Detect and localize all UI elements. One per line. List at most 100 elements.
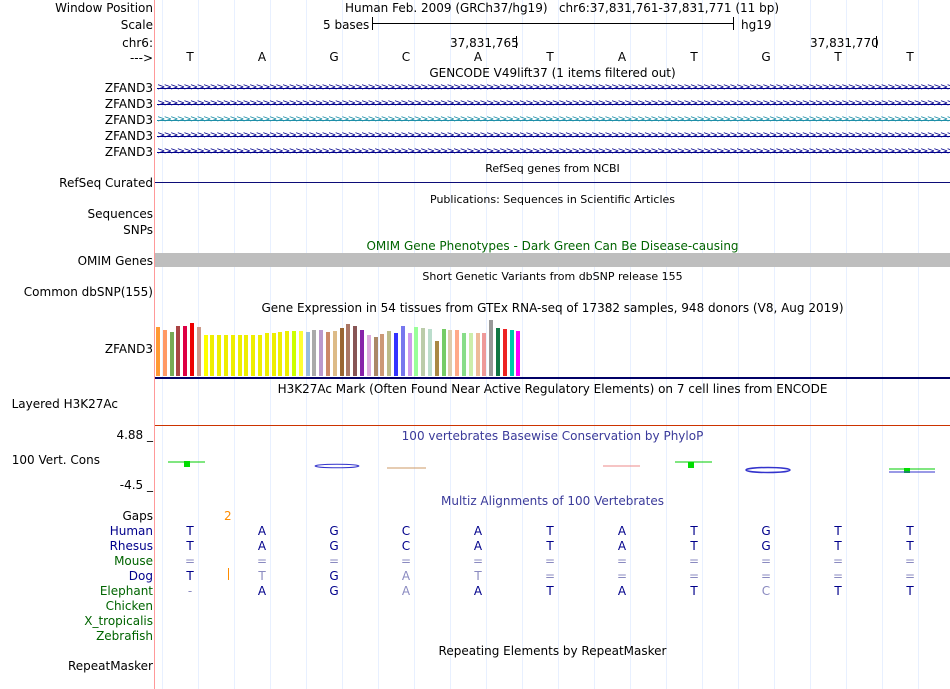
gtex-tissue-bar[interactable] bbox=[380, 334, 385, 376]
gtex-tissue-bar[interactable] bbox=[305, 332, 310, 376]
gencode-track-label-1[interactable]: ZFAND3 bbox=[104, 81, 153, 95]
gtex-bar-chart[interactable] bbox=[155, 318, 950, 378]
gtex-tissue-bar[interactable] bbox=[434, 341, 439, 376]
gtex-tissue-bar[interactable] bbox=[346, 324, 351, 376]
gtex-tissue-bar[interactable] bbox=[482, 333, 487, 376]
gtex-tissue-bar[interactable] bbox=[516, 331, 521, 376]
gtex-tissue-bar[interactable] bbox=[230, 335, 235, 376]
gtex-tissue-bar[interactable] bbox=[190, 323, 194, 376]
gtex-tissue-bar[interactable] bbox=[475, 333, 480, 376]
gtex-tissue-bar[interactable] bbox=[271, 333, 276, 376]
gencode-transcript-1[interactable]: >>>>>>>>>>>>>>>>>>>>>>>>>>>>>>>>>>>>>>>>… bbox=[157, 81, 950, 95]
gtex-tissue-bar[interactable] bbox=[203, 335, 208, 376]
gencode-transcript-5[interactable]: >>>>>>>>>>>>>>>>>>>>>>>>>>>>>>>>>>>>>>>>… bbox=[157, 145, 950, 159]
gtex-tissue-bar[interactable] bbox=[210, 335, 215, 376]
gtex-tissue-bar[interactable] bbox=[360, 330, 364, 376]
gtex-tissue-bar[interactable] bbox=[441, 329, 446, 376]
alignment-base: = bbox=[760, 569, 772, 583]
gtex-tissue-bar[interactable] bbox=[264, 333, 269, 376]
gtex-tissue-bar[interactable] bbox=[339, 328, 344, 376]
gencode-track-label-2[interactable]: ZFAND3 bbox=[104, 97, 153, 111]
alignment-base: C bbox=[401, 539, 411, 553]
gtex-tissue-bar[interactable] bbox=[312, 330, 317, 376]
refseq-label[interactable]: RefSeq Curated bbox=[59, 176, 153, 190]
species-label-elephant[interactable]: Elephant bbox=[99, 584, 153, 598]
gtex-tissue-bar[interactable] bbox=[400, 326, 405, 376]
gtex-tissue-bar[interactable] bbox=[278, 332, 283, 376]
gtex-tissue-bar[interactable] bbox=[502, 329, 507, 376]
gtex-tissue-bar[interactable] bbox=[251, 335, 256, 376]
gtex-tissue-bar[interactable] bbox=[183, 326, 188, 376]
alignment-base: = bbox=[328, 554, 340, 568]
species-label-mouse[interactable]: Mouse bbox=[114, 554, 153, 568]
gtex-tissue-bar[interactable] bbox=[162, 330, 167, 376]
gtex-tissue-bar[interactable] bbox=[366, 335, 371, 376]
gtex-tissue-bar[interactable] bbox=[421, 328, 426, 376]
gtex-tissue-bar[interactable] bbox=[387, 331, 392, 376]
omim-gene-bar[interactable] bbox=[155, 253, 950, 267]
gtex-title: Gene Expression in 54 tissues from GTEx … bbox=[261, 301, 844, 315]
grid-line bbox=[630, 0, 631, 689]
repeatmasker-label[interactable]: RepeatMasker bbox=[67, 659, 153, 673]
omim-title: OMIM Gene Phenotypes - Dark Green Can Be… bbox=[366, 239, 739, 253]
gencode-track-label-4[interactable]: ZFAND3 bbox=[104, 129, 153, 143]
gtex-tissue-bar[interactable] bbox=[217, 335, 222, 376]
species-label-rhesus[interactable]: Rhesus bbox=[109, 539, 153, 553]
gtex-tissue-bar[interactable] bbox=[326, 332, 330, 376]
phylop-title: 100 vertebrates Basewise Conservation by… bbox=[401, 429, 704, 443]
gtex-tissue-bar[interactable] bbox=[332, 331, 337, 376]
gtex-tissue-bar[interactable] bbox=[298, 331, 303, 376]
gtex-tissue-bar[interactable] bbox=[258, 335, 262, 376]
gtex-tissue-bar[interactable] bbox=[414, 327, 419, 376]
gtex-tissue-bar[interactable] bbox=[428, 329, 432, 376]
gtex-tissue-bar[interactable] bbox=[353, 326, 358, 376]
gtex-tissue-bar[interactable] bbox=[489, 320, 494, 376]
gtex-tissue-bar[interactable] bbox=[394, 333, 398, 376]
species-label-zebrafish[interactable]: Zebrafish bbox=[96, 629, 153, 643]
gtex-tissue-bar[interactable] bbox=[448, 330, 453, 376]
gencode-transcript-4[interactable]: >>>>>>>>>>>>>>>>>>>>>>>>>>>>>>>>>>>>>>>>… bbox=[157, 129, 950, 143]
gtex-label[interactable]: ZFAND3 bbox=[104, 342, 153, 356]
dbsnp-label[interactable]: Common dbSNP(155) bbox=[23, 285, 153, 299]
species-label-human[interactable]: Human bbox=[109, 524, 153, 538]
gtex-tissue-bar[interactable] bbox=[455, 330, 460, 376]
coordinate-2-tick bbox=[876, 36, 877, 48]
h3k27ac-label[interactable]: Layered H3K27Ac bbox=[11, 397, 118, 411]
alignment-base: T bbox=[834, 584, 842, 598]
refseq-gene-line[interactable] bbox=[155, 182, 950, 183]
gencode-transcript-3[interactable]: >>>>>>>>>>>>>>>>>>>>>>>>>>>>>>>>>>>>>>>>… bbox=[157, 113, 950, 127]
phylop-label[interactable]: 100 Vert. Cons bbox=[11, 453, 100, 467]
gtex-tissue-bar[interactable] bbox=[285, 331, 290, 376]
gencode-track-label-3[interactable]: ZFAND3 bbox=[104, 113, 153, 127]
reference-base: C bbox=[401, 50, 411, 64]
alignment-base: T bbox=[186, 539, 194, 553]
gtex-tissue-bar[interactable] bbox=[373, 337, 378, 376]
gtex-tissue-bar[interactable] bbox=[462, 333, 466, 376]
gtex-tissue-bar[interactable] bbox=[196, 327, 201, 376]
alignment-base: A bbox=[617, 584, 627, 598]
gtex-tissue-bar[interactable] bbox=[319, 330, 324, 376]
gtex-tissue-bar[interactable] bbox=[509, 330, 514, 376]
alignment-base: T bbox=[690, 539, 698, 553]
species-label-dog[interactable]: Dog bbox=[128, 569, 153, 583]
gencode-track-label-5[interactable]: ZFAND3 bbox=[104, 145, 153, 159]
gtex-tissue-bar[interactable] bbox=[407, 333, 412, 376]
gtex-tissue-bar[interactable] bbox=[468, 333, 473, 376]
gtex-tissue-bar[interactable] bbox=[496, 328, 500, 376]
gencode-transcript-2[interactable]: >>>>>>>>>>>>>>>>>>>>>>>>>>>>>>>>>>>>>>>>… bbox=[157, 97, 950, 111]
snps-label[interactable]: SNPs bbox=[123, 223, 153, 237]
gaps-label: Gaps bbox=[122, 509, 153, 523]
gtex-tissue-bar[interactable] bbox=[244, 335, 249, 376]
gtex-tissue-bar[interactable] bbox=[292, 331, 296, 376]
gtex-tissue-bar[interactable] bbox=[169, 332, 174, 376]
gtex-tissue-bar[interactable] bbox=[224, 335, 228, 376]
species-label-chicken[interactable]: Chicken bbox=[105, 599, 153, 613]
omim-genes-label[interactable]: OMIM Genes bbox=[77, 254, 153, 268]
species-label-x_tropicalis[interactable]: X_tropicalis bbox=[84, 614, 153, 628]
alignment-base: = bbox=[544, 569, 556, 583]
alignment-base: = bbox=[904, 554, 916, 568]
gtex-tissue-bar[interactable] bbox=[156, 327, 160, 376]
gtex-tissue-bar[interactable] bbox=[176, 326, 181, 376]
sequences-label[interactable]: Sequences bbox=[87, 207, 153, 221]
gtex-tissue-bar[interactable] bbox=[237, 335, 242, 376]
